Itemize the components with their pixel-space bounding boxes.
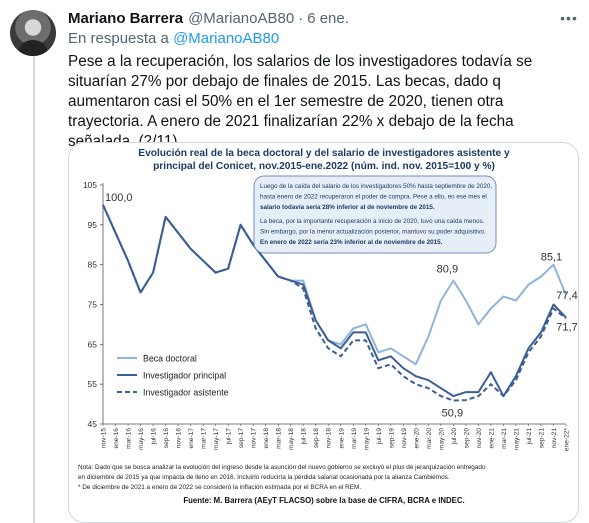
x-tick-label: may-20: [438, 428, 445, 450]
reply-handle-link[interactable]: @MarianoAB80: [173, 30, 280, 47]
x-tick-label: jul-18: [301, 428, 308, 445]
x-tick-label: sep-19: [388, 428, 395, 448]
reply-context: En respuesta a @MarianoAB80: [68, 30, 279, 47]
x-tick-label: sep-17: [238, 428, 245, 448]
x-tick-label: sep-21: [538, 428, 545, 448]
x-tick-label: nov-15: [101, 428, 108, 448]
x-tick-label: mar-17: [201, 428, 208, 449]
x-tick-label: nov-16: [176, 428, 183, 448]
y-tick-label: 105: [83, 180, 97, 190]
legend-label: Investigador asistente: [143, 388, 229, 398]
thread-line: [33, 56, 35, 523]
x-tick-label: ene-16: [113, 428, 120, 449]
x-tick-label: ene-19: [338, 428, 345, 449]
annotation-line: hasta enero de 2022 recuperaron el poder…: [260, 193, 487, 200]
chart-title-line2: principal del Conicet, nov.2015-ene.2022…: [153, 161, 495, 172]
author-name[interactable]: Mariano Barrera: [68, 9, 184, 27]
series-line-investigador-asistente: [102, 204, 567, 402]
tweet-text: Pese a la recuperación, los salarios de …: [68, 53, 533, 150]
x-tick-label: nov-19: [401, 428, 408, 448]
x-tick-label: jul-21: [526, 428, 533, 445]
data-label: 80,9: [437, 264, 458, 276]
chart-note-line: * De diciembre de 2021 a enero de 2022 s…: [78, 484, 361, 491]
x-tick-label: may-17: [213, 428, 220, 450]
tweet-header: Mariano Barrera @MarianoAB80 · 6 ene. ••…: [68, 8, 579, 28]
x-tick-label: sep-20: [463, 428, 470, 448]
x-tick-label: may-18: [288, 428, 295, 450]
more-horizontal-icon[interactable]: •••: [560, 10, 578, 26]
x-tick-label: may-21: [513, 428, 520, 450]
annotation-line: En enero de 2022 sería 23% inferior al d…: [260, 239, 443, 246]
legend-label: Beca doctoral: [143, 354, 197, 364]
reply-prefix: En respuesta a: [68, 30, 174, 47]
x-tick-label: nov-21: [551, 428, 558, 448]
chart-note-line: Nota: Dado que se busca analizar la evol…: [78, 464, 486, 471]
x-tick-label: mar-21: [501, 428, 508, 449]
x-tick-label: jul-17: [226, 428, 233, 445]
x-tick-label: ene-22*: [564, 428, 571, 452]
x-tick-label: nov-20: [476, 428, 483, 448]
x-tick-label: may-19: [363, 428, 370, 450]
x-tick-label: mar-18: [276, 428, 283, 449]
y-tick-label: 75: [88, 300, 98, 310]
x-tick-label: sep-16: [163, 428, 170, 448]
tweet-date[interactable]: 6 ene.: [307, 9, 349, 27]
data-label: 100,0: [105, 192, 133, 204]
x-tick-label: nov-18: [326, 428, 333, 448]
legend-label: Investigador principal: [143, 371, 226, 381]
x-tick-label: mar-20: [426, 428, 433, 449]
data-label: 50,9: [442, 407, 463, 419]
annotation-line: Luego de la caída del salario de los inv…: [260, 183, 492, 190]
author-handle[interactable]: @MarianoAB80: [188, 9, 295, 27]
x-tick-label: sep-18: [313, 428, 320, 448]
series-line-investigador-principal: [102, 204, 567, 398]
x-tick-label: may-16: [138, 428, 145, 450]
avatar[interactable]: [10, 10, 56, 56]
y-tick-label: 45: [88, 419, 98, 429]
x-tick-label: mar-19: [351, 428, 358, 449]
x-tick-label: mar-16: [126, 428, 133, 449]
line-chart: Evolución real de la beca doctoral y del…: [78, 148, 578, 505]
chart-source: Fuente: M. Barrera (AEyT FLACSO) sobre l…: [183, 496, 464, 505]
x-tick-label: jul-16: [151, 428, 158, 445]
y-tick-label: 95: [88, 220, 98, 230]
separator-dot: ·: [298, 9, 304, 27]
x-tick-label: ene-21: [488, 428, 495, 449]
chart-title-line1: Evolución real de la beca doctoral y del…: [138, 148, 510, 159]
y-tick-label: 55: [88, 379, 98, 389]
data-label: 77,4: [556, 290, 577, 302]
annotation-line: La beca, por la importante recuperación …: [260, 218, 485, 225]
annotation-line: Sin embargo, por la menor actualización …: [260, 229, 486, 236]
data-label: 85,1: [541, 252, 562, 264]
x-tick-label: ene-20: [413, 428, 420, 449]
x-tick-label: ene-17: [188, 428, 195, 449]
chart-note-line: en diciembre de 2015 ya que impacta de l…: [78, 474, 450, 481]
x-tick-label: nov-17: [251, 428, 258, 448]
y-tick-label: 65: [88, 339, 98, 349]
x-tick-label: jul-20: [451, 428, 458, 445]
x-tick-label: ene-18: [263, 428, 270, 449]
x-tick-label: jul-19: [376, 428, 383, 445]
tweet-media-chart[interactable]: Evolución real de la beca doctoral y del…: [68, 142, 579, 523]
data-label: 71,7: [556, 322, 577, 334]
annotation-line: salario todavía sería 28% inferior al de…: [260, 204, 435, 211]
annotation-box: [253, 175, 497, 254]
y-tick-label: 85: [88, 260, 98, 270]
